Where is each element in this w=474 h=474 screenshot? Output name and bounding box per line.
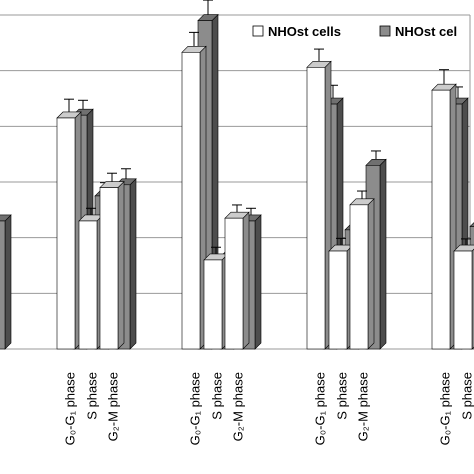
x-tick-label: S phase <box>334 372 349 420</box>
legend-label: NHOst cel <box>395 24 457 39</box>
bar <box>453 250 473 350</box>
legend-swatch <box>252 25 264 37</box>
bar-side <box>367 198 375 350</box>
bar <box>349 204 369 350</box>
legend: NHOst cells NHOst cel <box>252 24 457 39</box>
bar-side <box>254 214 262 350</box>
bar <box>328 250 348 350</box>
x-tick-label: G₀-G₁ phase <box>187 372 202 445</box>
x-tick-label: G₀-G₁ phase <box>437 372 452 445</box>
x-tick-label: G₂-M phase <box>355 372 370 441</box>
bar-side <box>379 158 387 350</box>
x-tick-label: G₂-M phase <box>230 372 245 441</box>
bar <box>56 117 76 350</box>
bars <box>0 0 474 350</box>
x-tick-label: S phase <box>459 372 474 420</box>
bar <box>431 89 451 350</box>
legend-swatch <box>379 25 391 37</box>
bar <box>306 67 326 350</box>
x-tick-label: S phase <box>209 372 224 420</box>
x-tick-label: G₂-M phase <box>105 372 120 441</box>
bar <box>181 51 201 350</box>
labels: G₀-G₁ phase S phase G₂-M phase G₀-G₁ phase S… <box>62 372 474 445</box>
bar <box>0 220 6 350</box>
bar-side <box>4 214 12 350</box>
x-tick-label: G₀-G₁ phase <box>62 372 77 445</box>
x-tick-label: S phase <box>84 372 99 420</box>
bar <box>78 220 98 350</box>
x-tick-label: G₀-G₁ phase <box>312 372 327 445</box>
bar <box>99 187 119 350</box>
legend-label: NHOst cells <box>268 24 341 39</box>
bar-side <box>242 211 250 350</box>
bar-top <box>469 222 474 227</box>
bar <box>224 217 244 350</box>
bar-side <box>129 178 137 350</box>
bar <box>203 259 223 350</box>
bar-side <box>117 180 125 350</box>
